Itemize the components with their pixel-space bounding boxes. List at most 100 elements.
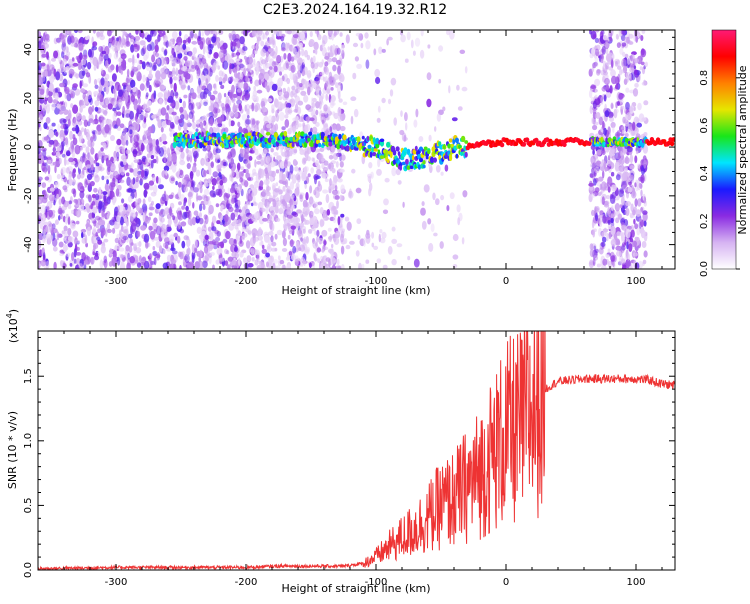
spectrogram-noise-cell: [304, 49, 308, 58]
spectrogram-noise-cell: [115, 84, 118, 90]
spectrogram-noise-cell: [127, 188, 133, 193]
spectrogram-noise-cell: [255, 254, 260, 259]
spectrogram-noise-cell: [145, 156, 150, 166]
spectrogram-noise-cell: [215, 127, 220, 133]
spectrogram-noise-cell: [117, 256, 121, 266]
spectrogram-noise-cell: [640, 48, 645, 56]
spectrogram-noise-cell: [219, 80, 223, 86]
spectrogram-noise-cell: [133, 43, 138, 48]
spectrogram-noise-cell: [213, 83, 217, 91]
spectrogram-noise-cell: [126, 262, 131, 269]
spectrogram-noise-cell: [616, 42, 622, 48]
spectrogram-noise-cell: [121, 34, 125, 44]
spectrogram-noise-cell: [124, 203, 128, 211]
spectrogram-noise-cell: [316, 88, 322, 98]
spectrogram-noise-cell: [79, 100, 85, 106]
spectrogram-noise-cell: [592, 62, 597, 69]
spectrogram-noise-cell: [220, 204, 224, 209]
spectrogram-noise-cell: [405, 122, 408, 131]
spectrogram-noise-cell: [642, 259, 647, 265]
spectrogram-noise-cell: [332, 216, 337, 224]
spectrogram-noise-cell: [42, 75, 47, 85]
spectrogram-noise-cell: [354, 56, 359, 62]
spectrogram-noise-cell: [231, 168, 235, 177]
spectrogram-noise-cell: [432, 192, 436, 201]
spectrogram-noise-cell: [238, 257, 241, 266]
spectrogram-noise-cell: [192, 150, 199, 159]
spectrogram-noise-cell: [328, 93, 332, 103]
spectrogram-noise-cell: [214, 154, 220, 159]
spectrogram-noise-cell: [278, 91, 283, 96]
spectrogram-noise-cell: [292, 73, 296, 82]
spectrogram-noise-cell: [457, 217, 461, 226]
spectrogram-noise-cell: [178, 189, 182, 198]
spectrogram-noise-cell: [133, 213, 136, 219]
spectrogram-noise-cell: [201, 159, 205, 166]
spectrogram-noise-cell: [199, 100, 203, 107]
spectrogram-noise-cell: [200, 181, 203, 188]
spectrogram-noise-cell: [300, 257, 304, 267]
spectrogram-noise-cell: [188, 50, 193, 57]
spectrogram-noise-cell: [282, 180, 287, 185]
spectrogram-noise-cell: [340, 245, 345, 255]
spectrogram-band-cell: [389, 151, 393, 159]
spectrogram-noise-cell: [228, 206, 234, 213]
spectrogram-noise-cell: [608, 231, 612, 240]
spectrogram-noise-cell: [338, 98, 343, 103]
spectrogram-noise-cell: [609, 116, 615, 122]
spectrogram-noise-cell: [268, 48, 274, 53]
spectrogram-noise-cell: [588, 185, 595, 195]
spectrogram-noise-cell: [47, 236, 51, 245]
spectrogram-noise-cell: [325, 193, 330, 204]
spectrogram-noise-cell: [234, 208, 241, 213]
spectrogram-noise-cell: [59, 129, 65, 138]
spectrogram-noise-cell: [230, 148, 236, 158]
spectrogram-noise-cell: [621, 245, 626, 251]
spectrogram-noise-cell: [641, 117, 647, 122]
spectrogram-noise-cell: [93, 187, 98, 193]
spectrogram-noise-cell: [94, 174, 100, 183]
spectrogram-band-cell: [198, 142, 204, 146]
spectrogram-noise-cell: [72, 168, 76, 174]
spectrogram-noise-cell: [594, 248, 599, 253]
spectrogram-noise-cell: [327, 236, 333, 240]
spectrogram-noise-cell: [319, 218, 324, 228]
spectrogram-noise-cell: [54, 87, 61, 93]
spectrogram-noise-cell: [356, 63, 362, 69]
spectrogram-noise-cell: [130, 222, 137, 232]
spectrogram-band-cell: [230, 140, 234, 145]
spectrogram-noise-cell: [592, 149, 595, 156]
spectrogram-noise-cell: [40, 155, 44, 164]
spectrogram-band-cell: [342, 134, 347, 141]
spectrogram-noise-cell: [135, 247, 142, 254]
spectrogram-noise-cell: [461, 86, 468, 92]
spectrogram-noise-cell: [120, 53, 127, 60]
spectrogram-noise-cell: [115, 64, 119, 73]
spectrogram-noise-cell: [108, 37, 113, 43]
spectrogram-noise-cell: [217, 159, 221, 163]
spectrogram-noise-cell: [333, 78, 336, 83]
spectrogram-noise-cell: [133, 134, 140, 143]
spectrogram-noise-cell: [335, 265, 341, 269]
spectrogram-noise-cell: [594, 88, 598, 93]
spectrogram-noise-cell: [76, 198, 83, 206]
spectrogram-noise-cell: [117, 89, 124, 97]
spectrogram-noise-cell: [88, 118, 94, 124]
spectrogram-noise-cell: [308, 262, 312, 269]
spectrogram-noise-cell: [59, 82, 65, 88]
spectrogram-noise-cell: [164, 97, 168, 106]
spectrogram-noise-cell: [187, 210, 191, 220]
spectrogram-noise-cell: [199, 249, 203, 258]
spectrogram-noise-cell: [61, 196, 65, 205]
spectrogram-noise-cell: [238, 103, 242, 112]
spectrogram-noise-cell: [169, 131, 173, 138]
spectrogram-noise-cell: [635, 209, 642, 217]
spectrogram-noise-cell: [641, 241, 647, 248]
spectrogram-noise-cell: [45, 51, 49, 59]
spectrogram-noise-cell: [112, 44, 118, 52]
spectrogram-noise-cell: [302, 30, 308, 34]
spectrogram-noise-cell: [607, 186, 611, 193]
spectrogram-noise-cell: [39, 219, 44, 230]
spectrogram-noise-cell: [427, 44, 431, 49]
spectrogram-noise-cell: [132, 150, 138, 155]
